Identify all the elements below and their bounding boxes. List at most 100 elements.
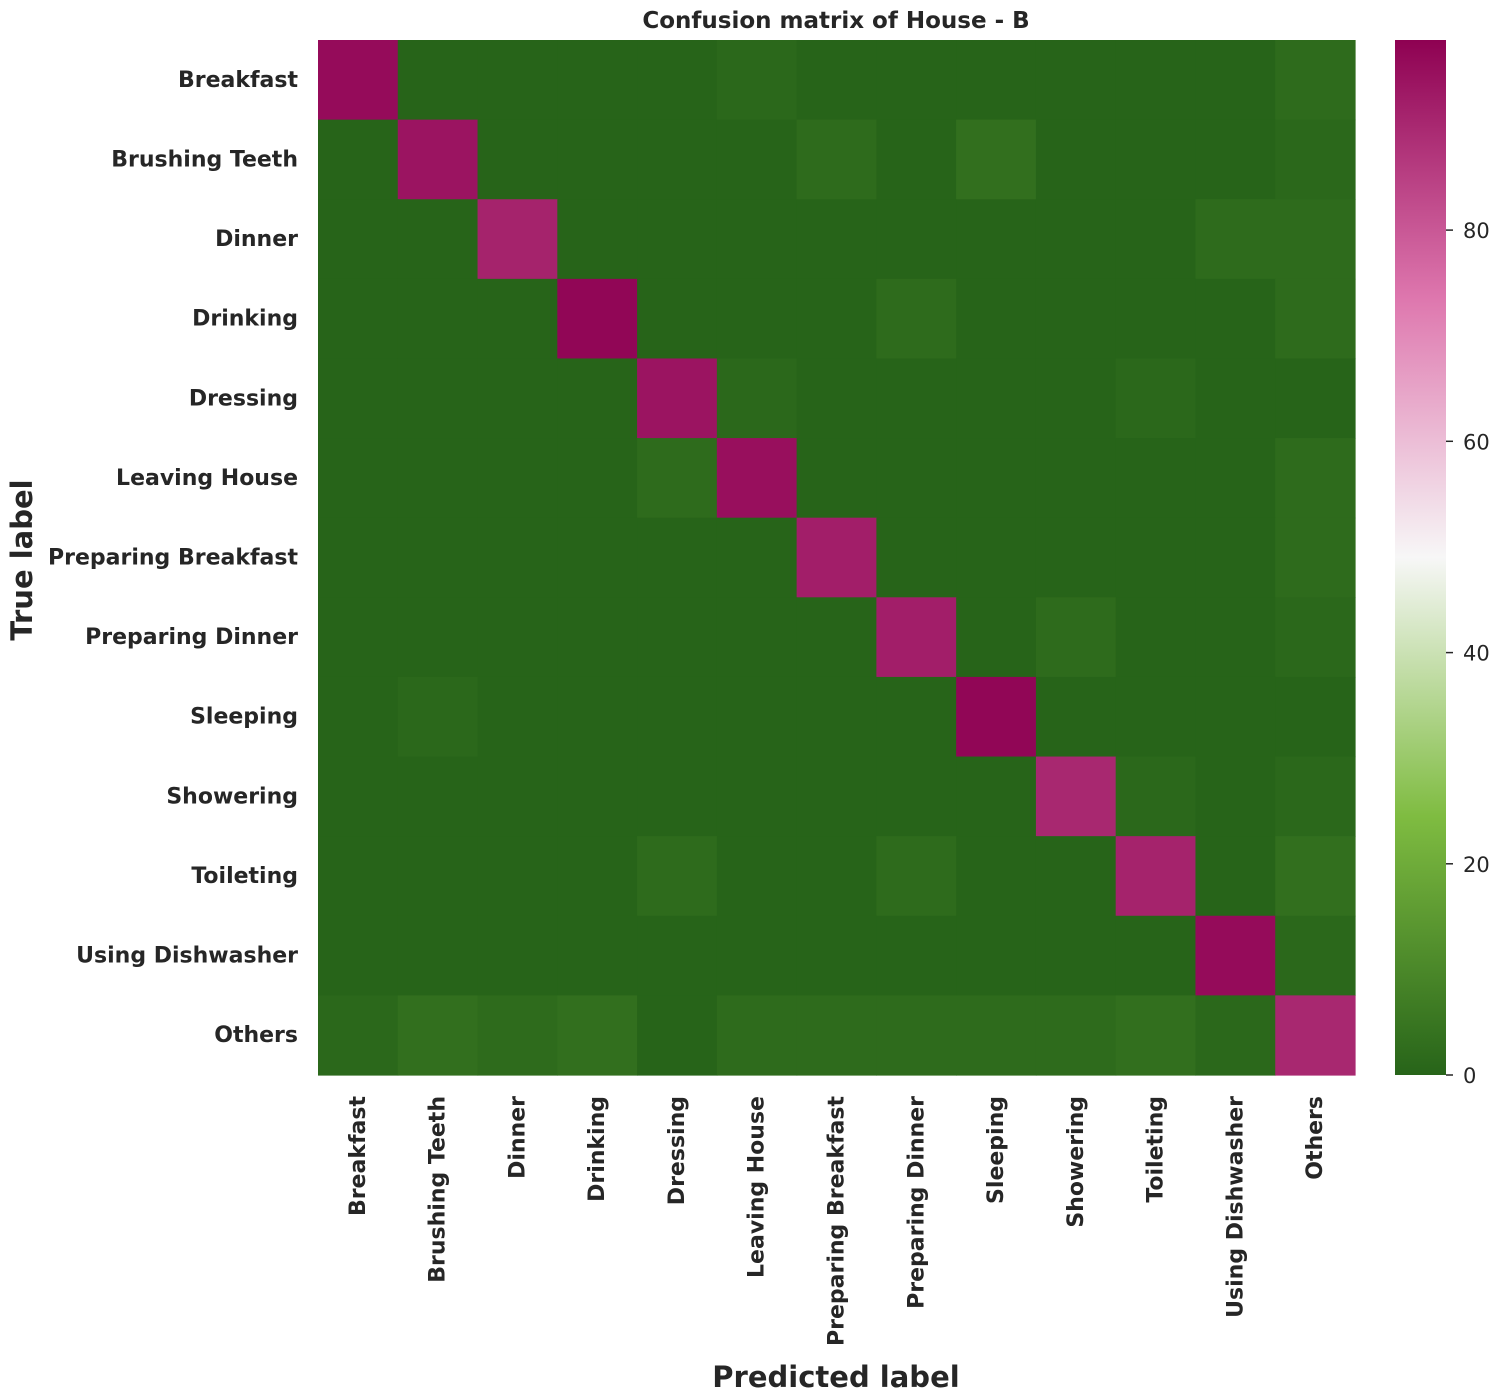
heatmap-cell [796,756,877,837]
heatmap-cell [1115,278,1197,360]
heatmap-cell [1195,40,1276,121]
x-tick-label: Brushing Teeth [426,1096,451,1283]
heatmap-cell [1195,597,1276,678]
heatmap-cell [557,915,638,996]
heatmap-cell [477,358,558,439]
heatmap-cell [796,119,877,200]
heatmap-cell [1035,995,1117,1076]
heatmap-cell [1195,438,1276,519]
y-tick-label: Breakfast [178,68,299,93]
y-tick-label: Using Dishwasher [76,944,298,969]
heatmap-cell [1115,358,1197,439]
heatmap-cell [318,119,399,200]
heatmap-cell [956,278,1037,360]
heatmap-cell [956,756,1037,837]
heatmap-cell [557,119,638,200]
heatmap-cell [716,199,798,280]
heatmap-cell [397,40,479,121]
heatmap-cell [1035,676,1117,758]
heatmap-cell [1115,756,1197,837]
heatmap-cell [318,199,399,280]
heatmap-cell [397,358,479,439]
heatmap-cell [1115,119,1197,200]
heatmap-cell [1195,756,1276,837]
heatmap-cell [796,358,877,439]
x-tick-label: Breakfast [346,1096,371,1217]
heatmap-cell [716,915,798,996]
heatmap-cell [397,915,479,996]
heatmap-cell [477,199,558,280]
heatmap-cell [956,597,1037,678]
heatmap-cell [876,278,957,360]
heatmap-cell [876,358,957,439]
heatmap-cell [477,438,558,519]
heatmap-cell [318,756,399,837]
heatmap-cell [1195,199,1276,280]
heatmap-cell [1115,836,1197,917]
heatmap-cell [557,995,638,1076]
heatmap-cell [796,836,877,917]
heatmap-cell [1035,756,1117,837]
x-axis-title: Predicted label [712,1360,959,1394]
heatmap-cell [1115,40,1197,121]
heatmap-cell [1275,676,1356,758]
heatmap-cell [477,756,558,837]
x-tick-label: Drinking [585,1096,610,1202]
heatmap-cell [876,40,957,121]
colorbar-tick-label: 60 [1463,430,1490,454]
heatmap-cell [1035,278,1117,360]
heatmap-cell [876,676,957,758]
heatmap-cell [1115,915,1197,996]
heatmap-cell [1275,915,1356,996]
heatmap-cell [876,597,957,678]
heatmap-cell [397,438,479,519]
heatmap-cell [1195,995,1276,1076]
heatmap-cell [637,915,718,996]
heatmap-cell [796,199,877,280]
heatmap-cell [1195,836,1276,917]
heatmap-cell [1275,836,1356,917]
heatmap-cell [956,358,1037,439]
heatmap-cell [637,995,718,1076]
heatmap-cell [557,358,638,439]
heatmap-cell [318,676,399,758]
heatmap-cell [716,995,798,1076]
heatmap-cell [716,597,798,678]
heatmap-cell [716,676,798,758]
heatmap-cell [956,676,1037,758]
colorbar [1395,40,1446,1075]
colorbar-ticks: 0 20 40 60 80 [1446,219,1490,1088]
heatmap-cell [397,517,479,598]
y-tick-label: Drinking [192,307,298,332]
heatmap-cell [477,915,558,996]
heatmap-cell [1275,119,1356,200]
heatmap-cell [557,756,638,837]
heatmap-cell [876,517,957,598]
heatmap-cell [637,597,718,678]
heatmap-cell [716,836,798,917]
heatmap-cell [1195,915,1276,996]
heatmap-cell [876,438,957,519]
heatmap-cell [397,756,479,837]
heatmap-cell [637,676,718,758]
heatmap-cell [397,199,479,280]
heatmap-cell [557,676,638,758]
heatmap-cell [1275,278,1356,360]
heatmap-cell [397,995,479,1076]
heatmap-cell [1035,119,1117,200]
heatmap-cell [318,517,399,598]
heatmap-cell [1035,40,1117,121]
heatmap-cell [1275,597,1356,678]
heatmap-cell [637,756,718,837]
heatmap-cell [318,438,399,519]
y-tick-label: Dinner [215,227,298,252]
heatmap-cell [956,438,1037,519]
y-tick-label: Others [214,1023,298,1048]
heatmap-cell [477,40,558,121]
x-tick-label: Preparing Dinner [904,1096,929,1309]
heatmap-cell [318,995,399,1076]
heatmap-cell [318,836,399,917]
y-tick-label: Leaving House [116,466,298,491]
heatmap-cell [876,119,957,200]
